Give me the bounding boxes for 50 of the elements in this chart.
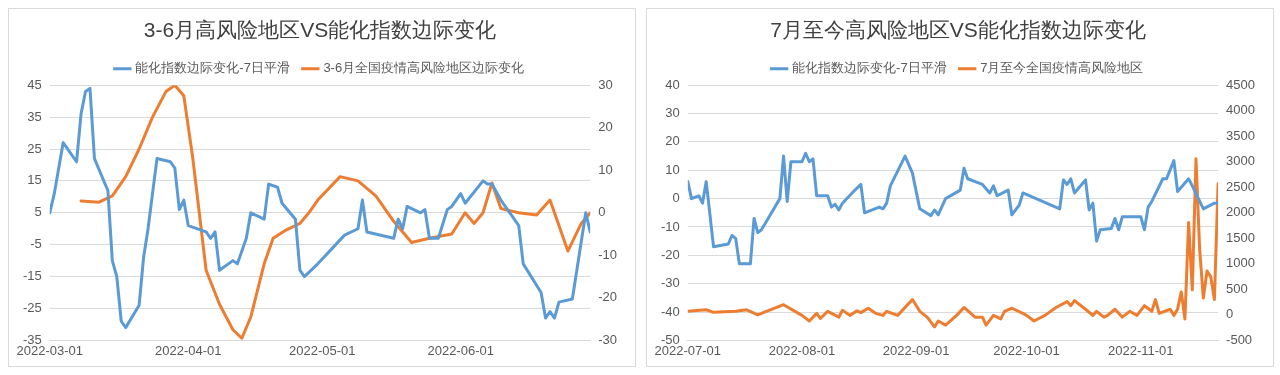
y-tick-label: 45 bbox=[27, 76, 42, 92]
x-tick-label: 2022-11-01 bbox=[1107, 342, 1174, 358]
y-tick-label: 35 bbox=[27, 108, 42, 124]
y-tick-label: 20 bbox=[665, 133, 680, 149]
y-tick-label: -15 bbox=[22, 268, 42, 284]
legend-label: 3-6月全国疫情高风险地区边际变化 bbox=[323, 60, 525, 76]
x-tick-label: 2022-05-01 bbox=[288, 342, 356, 358]
y-tick-label: -40 bbox=[660, 303, 680, 319]
chart-title: 7月至今高风险地区VS能化指数边际变化 bbox=[770, 18, 1146, 42]
y-tick-label: -50 bbox=[660, 331, 680, 347]
y2-tick-label: 30 bbox=[598, 76, 613, 92]
y-tick-label: 40 bbox=[665, 76, 680, 92]
legend-label: 7月至今全国疫情高风险地区 bbox=[980, 60, 1144, 76]
y2-tick-label: 0 bbox=[598, 204, 606, 220]
x-tick-label: 2022-09-01 bbox=[882, 342, 950, 358]
y2-tick-label: 3500 bbox=[1226, 127, 1255, 143]
y2-tick-label: -30 bbox=[598, 331, 618, 347]
y-tick-label: -30 bbox=[660, 275, 680, 291]
y-tick-label: -35 bbox=[22, 331, 42, 347]
legend-label: 能化指数边际变化-7日平滑 bbox=[792, 60, 947, 76]
y-tick-label: 15 bbox=[27, 172, 42, 188]
x-tick-label: 2022-08-01 bbox=[768, 342, 836, 358]
y2-tick-label: -500 bbox=[1226, 331, 1253, 347]
y-tick-label: -25 bbox=[22, 300, 42, 316]
y-tick-label: 0 bbox=[672, 190, 680, 206]
y-tick-label: 5 bbox=[34, 204, 42, 220]
y-tick-label: -10 bbox=[660, 218, 680, 234]
y-tick-label: -20 bbox=[660, 246, 680, 262]
y2-tick-label: 500 bbox=[1226, 280, 1248, 296]
y-tick-label: 25 bbox=[27, 140, 42, 156]
y2-tick-label: -20 bbox=[598, 289, 618, 305]
y2-tick-label: -10 bbox=[598, 246, 618, 262]
y2-tick-label: 3000 bbox=[1226, 153, 1255, 169]
y2-tick-label: 4500 bbox=[1226, 76, 1255, 92]
y-tick-label: -5 bbox=[30, 236, 42, 252]
y2-tick-label: 20 bbox=[598, 119, 613, 135]
x-tick-label: 2022-10-01 bbox=[993, 342, 1060, 358]
y-tick-label: 30 bbox=[665, 105, 680, 121]
y2-tick-label: 0 bbox=[1226, 306, 1234, 322]
chart-title: 3-6月高风险地区VS能化指数边际变化 bbox=[143, 18, 497, 42]
y-tick-label: 10 bbox=[665, 161, 680, 177]
y2-tick-label: 10 bbox=[598, 161, 613, 177]
y2-tick-label: 2500 bbox=[1226, 178, 1255, 194]
y2-tick-label: 4000 bbox=[1226, 102, 1255, 118]
y2-tick-label: 1000 bbox=[1226, 255, 1255, 271]
y2-tick-label: 1500 bbox=[1226, 229, 1255, 245]
legend-label: 能化指数边际变化-7日平滑 bbox=[135, 60, 290, 76]
x-tick-label: 2022-06-01 bbox=[427, 342, 494, 358]
x-tick-label: 2022-04-01 bbox=[154, 342, 222, 358]
y2-tick-label: 2000 bbox=[1226, 204, 1255, 220]
